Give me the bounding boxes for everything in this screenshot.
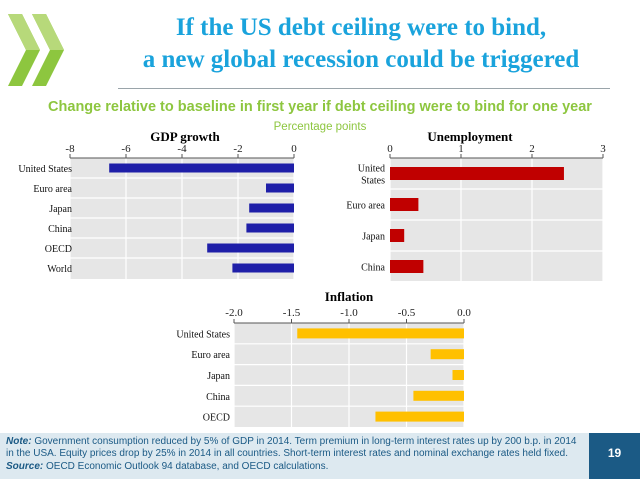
gdp-category-label: World bbox=[47, 264, 72, 275]
inflation-tick-label: 0.0 bbox=[457, 307, 471, 319]
gdp-tick-label: -2 bbox=[233, 143, 242, 155]
source-text: OECD Economic Outlook 94 database, and O… bbox=[46, 461, 329, 472]
unemployment-bar bbox=[390, 198, 419, 211]
inflation-bar bbox=[413, 390, 464, 401]
inflation-category-label: China bbox=[206, 392, 230, 403]
inflation-bar bbox=[430, 349, 464, 360]
inflation-tick-label: -1.5 bbox=[283, 307, 301, 319]
inflation-bar bbox=[297, 328, 464, 339]
page-number-badge: 19 bbox=[589, 433, 640, 479]
gdp-category-label: China bbox=[48, 224, 72, 235]
gdp-tick-label: -8 bbox=[65, 143, 75, 155]
unemployment-chart-title: Unemployment bbox=[427, 129, 513, 144]
gdp-bar bbox=[246, 223, 294, 233]
slide-title: If the US debt ceiling were to bind, a n… bbox=[96, 12, 626, 76]
gdp-chart-title: GDP growth bbox=[150, 129, 220, 144]
gdp-tick-label: 0 bbox=[291, 143, 297, 155]
unemployment-bar bbox=[390, 229, 405, 242]
footnote: Note: Government consumption reduced by … bbox=[6, 436, 586, 459]
inflation-chart-title: Inflation bbox=[325, 289, 374, 304]
gdp-bar bbox=[109, 163, 294, 173]
inflation-category-label: United States bbox=[176, 329, 230, 340]
inflation-category-label: OECD bbox=[203, 413, 230, 424]
slide-subtitle: Change relative to baseline in first yea… bbox=[48, 99, 592, 115]
gdp-bar bbox=[266, 183, 294, 193]
gdp-bar bbox=[207, 243, 294, 253]
gdp-category-label: United States bbox=[18, 164, 72, 175]
inflation-bar bbox=[452, 370, 464, 380]
gdp-bar bbox=[249, 203, 294, 213]
unemployment-category-label: United bbox=[358, 164, 385, 175]
unemployment-bar bbox=[390, 167, 564, 180]
unemployment-category-label: Euro area bbox=[346, 201, 385, 212]
unemployment-category-label: Japan bbox=[362, 232, 385, 243]
inflation-category-label: Japan bbox=[207, 371, 230, 382]
unemployment-tick-label: 1 bbox=[458, 143, 464, 155]
unemployment-tick-label: 0 bbox=[387, 143, 393, 155]
gdp-category-label: Japan bbox=[49, 204, 72, 215]
unemployment-tick-label: 3 bbox=[600, 143, 606, 155]
slide-title-line-2: a new global recession could be triggere… bbox=[142, 46, 580, 73]
title-divider bbox=[118, 88, 610, 89]
inflation-category-label: Euro area bbox=[191, 350, 230, 361]
gdp-category-label: Euro area bbox=[33, 184, 72, 195]
gdp-tick-label: -4 bbox=[177, 143, 187, 155]
slide-title-line-1: If the US debt ceiling were to bind, bbox=[175, 14, 547, 41]
note-label: Note: bbox=[6, 436, 32, 447]
units-label: Percentage points bbox=[273, 121, 367, 133]
source-line: Source: OECD Economic Outlook 94 databas… bbox=[6, 461, 586, 472]
gdp-tick-label: -6 bbox=[121, 143, 131, 155]
oecd-logo-icon bbox=[8, 14, 64, 86]
unemployment-tick-label: 2 bbox=[529, 143, 535, 155]
source-label: Source: bbox=[6, 461, 44, 472]
footnote-panel bbox=[0, 433, 640, 479]
note-text: Government consumption reduced by 5% of … bbox=[6, 436, 577, 459]
inflation-tick-label: -0.5 bbox=[398, 307, 416, 319]
unemployment-category-label: States bbox=[361, 176, 385, 187]
unemployment-bar bbox=[390, 260, 424, 273]
gdp-category-label: OECD bbox=[45, 244, 72, 255]
inflation-bar bbox=[375, 411, 464, 422]
gdp-bar bbox=[232, 263, 294, 273]
inflation-tick-label: -1.0 bbox=[340, 307, 358, 319]
inflation-tick-label: -2.0 bbox=[225, 307, 243, 319]
unemployment-category-label: China bbox=[361, 263, 385, 274]
